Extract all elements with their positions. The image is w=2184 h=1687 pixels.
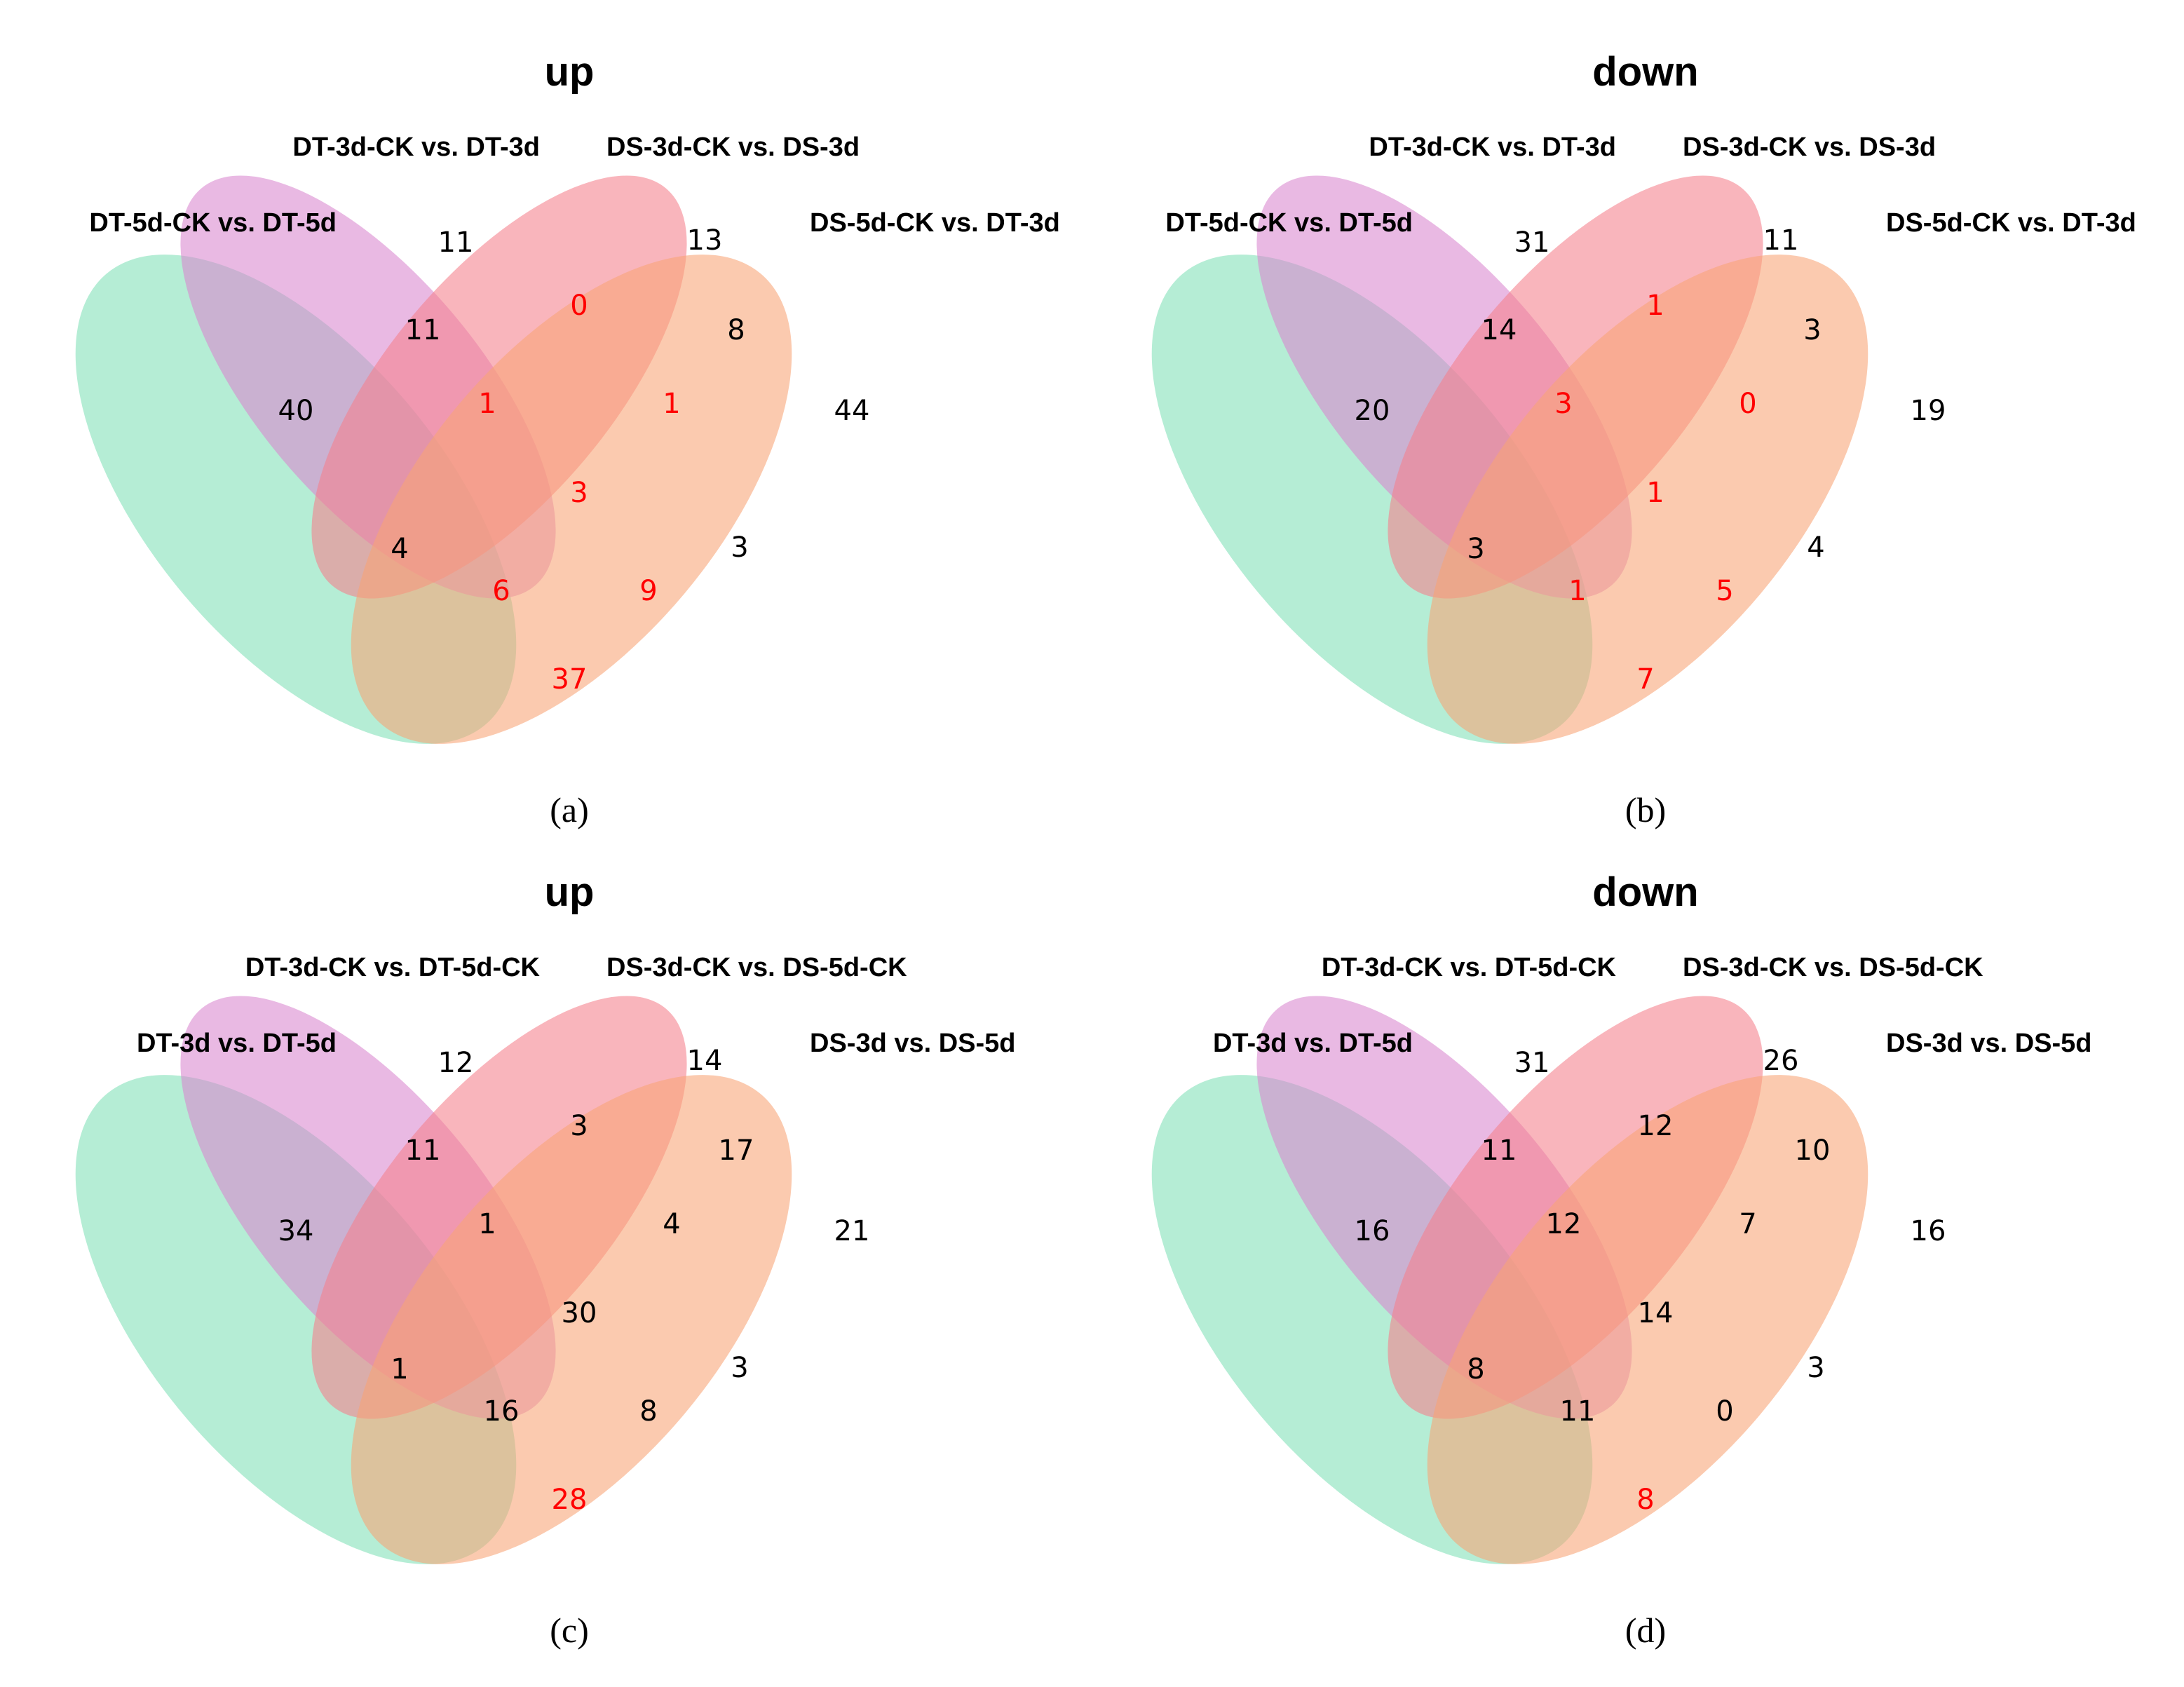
region-count-abc: 3 [1554,388,1572,420]
region-count-ac: 3 [1467,533,1484,565]
region-count-cd: 8 [727,314,745,346]
panel-title: up [545,49,595,95]
region-count-cd: 10 [1795,1134,1831,1167]
set-ellipse-4 [1427,1075,1868,1564]
venn-panel-d: down DT-3d vs. DT-5d DT-3d-CK vs. DT-5d-CK… [1151,869,2092,1650]
region-count-ad: 28 [552,1484,588,1516]
region-count-bd: 3 [731,1352,748,1384]
set-label-2: DT-3d-CK vs. DT-3d [1369,133,1616,162]
region-count-ad: 8 [1636,1484,1654,1516]
region-count-d: 19 [1911,395,1946,427]
region-count-acd: 16 [484,1395,520,1428]
region-count-a: 16 [1355,1215,1390,1247]
region-count-abd: 8 [639,1395,657,1428]
region-count-bcd: 0 [1739,388,1756,420]
venn-panel-c: up DT-3d vs. DT-5d DT-3d-CK vs. DT-5d-CK DS… [75,869,1016,1650]
region-count-cd: 17 [719,1134,754,1167]
panel-title: up [545,869,595,915]
region-count-ab: 11 [405,314,441,346]
region-count-bc: 12 [1638,1110,1674,1142]
region-count-d: 16 [1911,1215,1946,1247]
venn-panel-b: down DT-5d-CK vs. DT-5d DT-3d-CK vs. DT-3d… [1151,49,2136,829]
set-ellipse-4 [351,1075,792,1564]
set-label-3: DS-3d-CK vs. DS-5d-CK [1683,953,1983,982]
set-label-1: DT-5d-CK vs. DT-5d [89,208,337,238]
region-count-abc: 1 [478,1208,496,1240]
panel-label: (c) [550,1611,589,1650]
region-count-ab: 11 [1481,1134,1517,1167]
set-label-2: DT-3d-CK vs. DT-5d-CK [245,953,541,982]
region-count-ac: 1 [391,1353,408,1385]
panel-title: down [1592,869,1698,915]
set-label-1: DT-3d vs. DT-5d [137,1029,337,1058]
set-label-1: DT-5d-CK vs. DT-5d [1165,208,1413,238]
region-count-c: 13 [687,224,723,257]
region-count-ab: 14 [1481,314,1517,346]
region-count-a: 20 [1355,395,1390,427]
region-count-acd: 11 [1560,1395,1596,1428]
region-count-bd: 3 [1807,1352,1824,1384]
set-label-3: DS-3d-CK vs. DS-3d [1683,133,1936,162]
region-count-acd: 6 [492,575,510,607]
region-count-ad: 7 [1636,663,1654,696]
region-count-abcd: 3 [570,477,588,509]
region-count-d: 44 [834,395,870,427]
region-count-b: 11 [438,226,474,259]
set-label-2: DT-3d-CK vs. DT-5d-CK [1322,953,1617,982]
region-count-abd: 0 [1716,1395,1733,1428]
region-count-ac: 4 [391,533,408,565]
region-count-a: 34 [278,1215,314,1247]
region-count-abcd: 1 [1646,477,1664,509]
region-count-ad: 37 [552,663,588,696]
region-count-c: 26 [1763,1045,1799,1077]
set-label-1: DT-3d vs. DT-5d [1213,1029,1413,1058]
region-count-c: 11 [1763,224,1799,257]
region-count-bd: 3 [731,531,748,564]
set-label-4: DS-5d-CK vs. DT-3d [1886,208,2136,238]
region-count-abc: 12 [1546,1208,1582,1240]
panel-label: (a) [550,790,589,829]
region-count-acd: 1 [1568,575,1586,607]
set-label-2: DT-3d-CK vs. DT-3d [292,133,540,162]
region-count-b: 31 [1514,226,1550,259]
set-ellipse-4 [351,255,792,744]
region-count-abcd: 14 [1638,1297,1674,1329]
region-count-bcd: 4 [663,1208,680,1240]
region-count-abd: 5 [1716,575,1733,607]
region-count-bc: 0 [570,290,588,322]
region-count-abcd: 30 [562,1297,597,1329]
region-count-bd: 4 [1807,531,1824,564]
region-count-b: 12 [438,1047,474,1079]
region-count-abd: 9 [639,575,657,607]
panel-label: (b) [1625,790,1666,829]
region-count-ab: 11 [405,1134,441,1167]
region-count-d: 21 [834,1215,870,1247]
region-count-b: 31 [1514,1047,1550,1079]
venn-panel-a: up DT-5d-CK vs. DT-5d DT-3d-CK vs. DT-3d DS… [75,49,1060,829]
panel-title: down [1592,49,1698,95]
region-count-bcd: 7 [1739,1208,1756,1240]
region-count-a: 40 [278,395,314,427]
set-label-3: DS-3d-CK vs. DS-3d [606,133,860,162]
set-ellipse-4 [1427,255,1868,744]
region-count-ac: 8 [1467,1353,1484,1385]
region-count-bcd: 1 [663,388,680,420]
set-label-3: DS-3d-CK vs. DS-5d-CK [606,953,907,982]
panel-label: (d) [1625,1611,1666,1650]
set-label-4: DS-3d vs. DS-5d [810,1029,1016,1058]
set-label-4: DS-5d-CK vs. DT-3d [810,208,1060,238]
region-count-c: 14 [687,1045,723,1077]
region-count-cd: 3 [1803,314,1821,346]
region-count-bc: 1 [1646,290,1664,322]
region-count-abc: 1 [478,388,496,420]
set-label-4: DS-3d vs. DS-5d [1886,1029,2092,1058]
region-count-bc: 3 [570,1110,588,1142]
